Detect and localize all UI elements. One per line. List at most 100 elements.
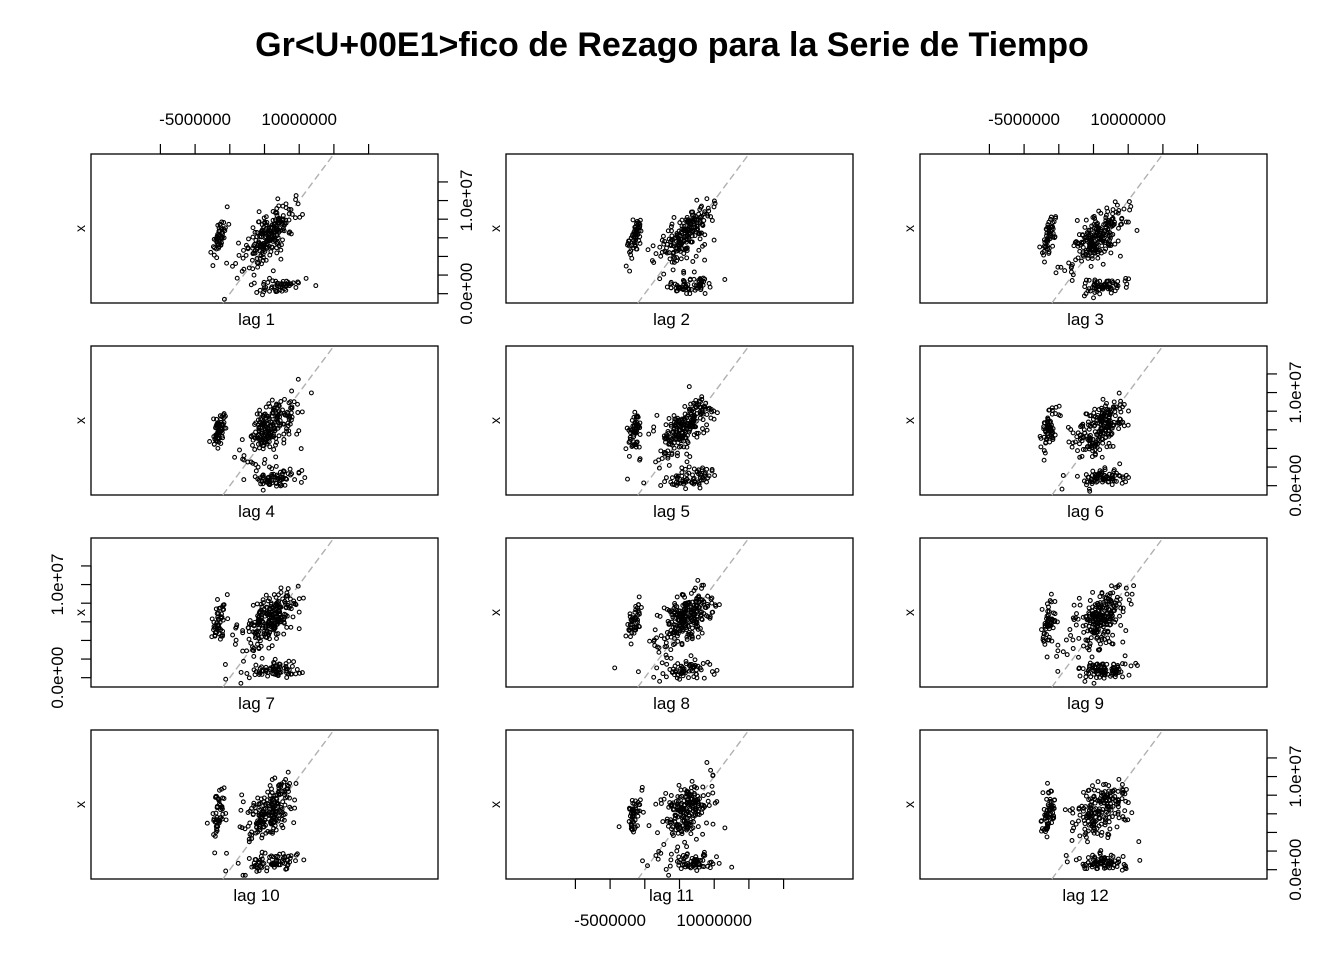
data-point [275,671,280,677]
data-point [699,394,705,400]
data-point [1102,822,1108,828]
data-point [1083,249,1089,255]
data-point [674,594,680,600]
data-point [1103,667,1109,673]
data-point [1083,670,1089,676]
data-point [1070,637,1076,643]
data-point [637,797,643,803]
data-point [1094,831,1100,836]
data-point [631,229,637,235]
data-point [1089,799,1095,805]
data-point [1069,262,1075,268]
data-point [683,435,689,441]
data-point [654,665,660,671]
data-point [1108,250,1114,256]
data-point [706,803,712,808]
data-point [1075,240,1080,246]
data-point [277,612,283,618]
data-point [670,833,676,838]
data-point [1060,649,1066,655]
data-point [699,213,705,219]
data-point [674,453,680,459]
data-point [220,435,226,441]
data-point [258,818,264,824]
data-point [686,406,692,412]
data-point [1108,852,1114,858]
data-point [240,628,246,634]
data-point [1092,447,1098,453]
data-point [1117,613,1122,619]
data-point [1044,834,1050,840]
data-point [676,618,681,624]
data-point [666,872,672,878]
data-point [219,805,225,811]
data-point [662,436,668,442]
data-point [240,630,246,636]
data-point [1080,808,1086,814]
data-point [1099,411,1105,417]
data-point [1082,678,1088,684]
data-point [1123,866,1129,872]
data-point [267,854,273,860]
data-point [1051,813,1057,819]
data-point [1109,610,1115,616]
data-point [679,470,685,475]
data-point [693,667,699,673]
data-point [681,269,687,274]
data-point [268,600,274,606]
data-point [265,475,271,481]
data-point [259,429,265,434]
data-point [633,415,639,420]
data-point [260,442,266,448]
data-point [1077,248,1083,254]
data-point [672,668,678,674]
y-axis-label: x [901,609,917,616]
data-point [687,276,693,282]
data-point [1110,422,1116,428]
data-point [684,600,690,606]
data-point [1108,241,1114,247]
data-point [1090,589,1096,595]
data-point [684,637,690,642]
data-point [1116,225,1121,231]
data-point [688,831,694,837]
data-point [699,230,705,236]
data-point [1053,270,1059,276]
data-point [1098,226,1104,232]
data-point [646,823,652,829]
data-point [226,221,232,227]
data-point [283,201,289,207]
data-point [656,645,662,651]
data-point [282,789,288,795]
data-point [689,625,695,631]
data-point [1104,661,1110,667]
data-point [1099,829,1105,835]
data-point [680,670,686,676]
data-point [222,662,228,667]
data-point [253,669,259,675]
data-point [217,221,223,227]
data-point [253,429,259,435]
data-point [260,258,266,263]
data-point [254,601,260,607]
y-tick-label: 0.0e+00 [48,647,67,709]
data-point [709,609,715,615]
data-point [1077,441,1082,447]
data-point [1104,400,1109,406]
data-point [274,801,280,807]
data-point [694,614,700,620]
data-point [1065,424,1071,430]
data-point [1103,595,1109,601]
data-point [1112,413,1118,419]
data-point [704,422,710,428]
data-point [215,241,221,247]
data-point [680,823,686,829]
data-point [246,856,252,861]
data-point [638,605,644,610]
data-point [1115,278,1121,284]
data-point [1103,781,1109,787]
data-point [261,631,267,637]
data-point [301,857,307,863]
data-point [1051,610,1056,616]
